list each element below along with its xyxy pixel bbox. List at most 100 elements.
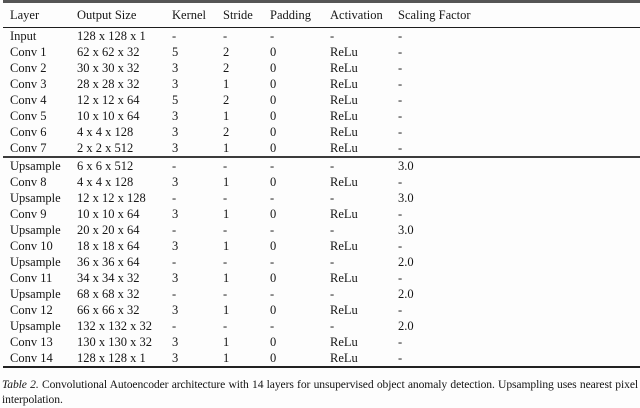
table-cell: ReLu [330,303,358,317]
table-cell: - [223,159,228,173]
table-cell: - [398,271,403,285]
table-cell: 12 x 12 x 64 [77,93,140,107]
table-cell: 1 [223,239,230,253]
table-cell: 1 [223,335,230,349]
table-cell: Conv 8 [10,175,47,189]
table-cell: - [223,287,228,301]
table-cell: Conv 1 [10,45,47,59]
table-cell: 128 x 128 x 1 [77,351,146,365]
column-header: Padding [270,7,311,22]
table-cell: 36 x 36 x 64 [77,255,140,269]
table-row: Conv 12 66 x 66 x 32 3 1 0 ReLu - [3,302,640,318]
table-cell: 3 [172,239,179,253]
table-cell: - [398,109,403,123]
table-cell: - [398,207,403,221]
table-row: Upsample 12 x 12 x 128 - - - - 3.0 [3,190,640,206]
table-cell: 0 [270,175,277,189]
table-cell: 0 [270,125,277,139]
table-cell: - [398,351,403,365]
table-cell: - [330,223,335,237]
table-row: Conv 2 30 x 30 x 32 3 2 0 ReLu - [3,60,640,76]
table-cell: Input [10,29,37,43]
column-header: Stride [223,7,253,22]
table-cell: Conv 5 [10,109,47,123]
table-cell: 18 x 18 x 64 [77,239,140,253]
column-header: Activation [330,7,383,22]
table-cell: 3 [172,141,179,155]
table-cell: Conv 12 [10,303,53,317]
table-cell: 2.0 [398,255,414,269]
table-cell: 3.0 [398,223,414,237]
table-cell: 3 [172,109,179,123]
table-cell: 3.0 [398,191,414,205]
table-cell: 2 [223,61,230,75]
table-cell: Upsample [10,159,61,173]
table-cell: ReLu [330,351,358,365]
table-cell: 1 [223,207,230,221]
table-cell: 2 [223,93,230,107]
column-header: Kernel [172,7,207,22]
table-cell: ReLu [330,141,358,155]
table-row: Conv 13 130 x 130 x 32 3 1 0 ReLu - [3,334,640,350]
table-cell: ReLu [330,271,358,285]
table-cell: Conv 13 [10,335,53,349]
table-cell: Upsample [10,287,61,301]
table-cell: 12 x 12 x 128 [77,191,146,205]
table-cell: - [398,125,403,139]
table-cell: - [270,255,275,269]
table-cell: 0 [270,45,277,59]
table-cell: 0 [270,207,277,221]
table-cell: - [330,159,335,173]
table-row: Conv 14 128 x 128 x 1 3 1 0 ReLu - [3,350,640,367]
table-row: Upsample 6 x 6 x 512 - - - - 3.0 [3,157,640,174]
table-cell: ReLu [330,175,358,189]
table-cell: 0 [270,109,277,123]
table-cell: ReLu [330,77,358,91]
table-cell: 1 [223,141,230,155]
table-row: Conv 3 28 x 28 x 32 3 1 0 ReLu - [3,76,640,92]
table-cell: 34 x 34 x 32 [77,271,140,285]
table-cell: - [330,191,335,205]
table-cell: Conv 7 [10,141,47,155]
table-cell: - [330,29,335,43]
table-cell: 20 x 20 x 64 [77,223,140,237]
table-cell: - [330,287,335,301]
autoencoder-architecture-table: Layer Output Size Kernel Stride Padding Activ… [3,0,640,368]
table-header: Layer Output Size Kernel Stride Padding Activ… [3,2,640,28]
table-cell: 68 x 68 x 32 [77,287,140,301]
table-cell: 62 x 62 x 32 [77,45,140,59]
caption-text: Convolutional Autoencoder architecture w… [2,378,638,406]
column-header: Scaling Factor [398,7,471,22]
table-cell: ReLu [330,335,358,349]
table-caption: Table 2. Convolutional Autoencoder archi… [2,377,638,407]
table-cell: 1 [223,77,230,91]
table-cell: - [172,29,177,43]
table-cell: 0 [270,61,277,75]
table-cell: - [223,191,228,205]
table-row: Conv 11 34 x 34 x 32 3 1 0 ReLu - [3,270,640,286]
table-cell: - [223,319,228,333]
table-cell: - [398,141,403,155]
table-cell: 130 x 130 x 32 [77,335,152,349]
table-cell: 0 [270,303,277,317]
table-cell: - [172,255,177,269]
table-cell: ReLu [330,207,358,221]
table-cell: ReLu [330,125,358,139]
table-cell: - [223,223,228,237]
table-cell: Upsample [10,255,61,269]
table-cell: Conv 11 [10,271,53,285]
table-cell: 0 [270,351,277,365]
table-cell: - [270,287,275,301]
table-cell: 2.0 [398,287,414,301]
table-cell: 3 [172,77,179,91]
table-cell: - [398,45,403,59]
table-cell: 5 [172,93,179,107]
table-cell: 132 x 132 x 32 [77,319,152,333]
table-row: Conv 10 18 x 18 x 64 3 1 0 ReLu - [3,238,640,254]
table-cell: Conv 3 [10,77,47,91]
table-cell: - [398,239,403,253]
table-cell: - [270,319,275,333]
table-row: Upsample 36 x 36 x 64 - - - - 2.0 [3,254,640,270]
decoder-section: Upsample 6 x 6 x 512 - - - - 3.0 Conv 8 4 x 4 x … [3,157,640,367]
